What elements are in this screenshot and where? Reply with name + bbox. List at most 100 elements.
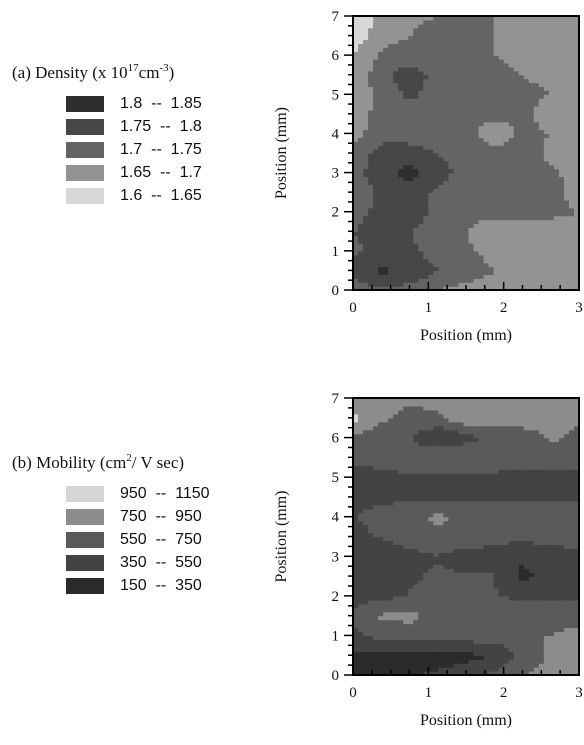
contour-cell bbox=[378, 223, 384, 228]
contour-cell bbox=[388, 568, 394, 573]
contour-cell bbox=[508, 544, 515, 549]
contour-cell bbox=[558, 203, 565, 209]
contour-cell bbox=[398, 587, 404, 593]
contour-cell bbox=[548, 536, 555, 542]
contour-cell bbox=[558, 47, 565, 52]
contour-cell bbox=[388, 611, 394, 617]
contour-cell bbox=[508, 113, 515, 119]
contour-cell bbox=[408, 591, 414, 597]
contour-cell bbox=[523, 520, 530, 526]
contour-cell bbox=[488, 595, 495, 601]
contour-cell bbox=[433, 176, 439, 181]
contour-cell bbox=[523, 603, 530, 609]
contour-cell bbox=[553, 258, 560, 264]
contour-cell bbox=[428, 207, 434, 213]
contour-cell bbox=[413, 168, 419, 174]
contour-cell bbox=[358, 667, 364, 672]
contour-cell bbox=[503, 129, 510, 135]
contour-cell bbox=[538, 239, 545, 244]
contour-cell bbox=[453, 655, 460, 660]
contour-cell bbox=[573, 583, 580, 589]
contour-cell bbox=[358, 536, 364, 542]
contour-cell bbox=[513, 552, 520, 557]
contour-cell bbox=[498, 74, 505, 80]
contour-cell bbox=[398, 536, 404, 542]
contour-cell bbox=[538, 536, 545, 542]
contour-cell bbox=[388, 59, 394, 64]
contour-cell bbox=[483, 16, 490, 21]
contour-cell bbox=[508, 27, 515, 33]
contour-cell bbox=[433, 180, 439, 185]
contour-cell bbox=[498, 635, 505, 640]
contour-cell bbox=[498, 250, 505, 256]
contour-cell bbox=[403, 246, 409, 252]
contour-cell bbox=[533, 141, 540, 146]
contour-cell bbox=[408, 270, 414, 275]
contour-cell bbox=[403, 27, 409, 33]
contour-cell bbox=[443, 266, 450, 272]
contour-cell bbox=[433, 35, 439, 41]
contour-cell bbox=[498, 556, 505, 561]
contour-cell bbox=[408, 172, 414, 178]
contour-cell bbox=[393, 133, 399, 138]
contour-cell bbox=[353, 43, 359, 48]
contour-cell bbox=[473, 262, 480, 268]
contour-cell bbox=[443, 129, 450, 135]
contour-cell bbox=[403, 282, 409, 287]
contour-cell bbox=[368, 639, 374, 644]
contour-cell bbox=[478, 31, 485, 37]
contour-cell bbox=[543, 125, 550, 131]
contour-cell bbox=[533, 274, 540, 279]
contour-cell bbox=[548, 145, 555, 150]
contour-cell bbox=[448, 556, 455, 561]
contour-cell bbox=[463, 188, 470, 193]
contour-cell bbox=[563, 599, 570, 605]
contour-cell bbox=[408, 160, 414, 166]
contour-cell bbox=[483, 19, 490, 25]
contour-cell bbox=[453, 580, 460, 585]
contour-cell bbox=[533, 564, 540, 569]
contour-cell bbox=[488, 270, 495, 275]
contour-cell bbox=[453, 671, 460, 676]
contour-cell bbox=[403, 43, 409, 48]
contour-cell bbox=[563, 227, 570, 232]
contour-cell bbox=[383, 98, 389, 103]
contour-cell bbox=[383, 16, 389, 21]
contour-cell bbox=[563, 655, 570, 660]
contour-cell bbox=[523, 145, 530, 150]
contour-cell bbox=[468, 576, 475, 581]
contour-cell bbox=[538, 223, 545, 228]
contour-cell bbox=[428, 16, 434, 21]
contour-cell bbox=[513, 635, 520, 640]
contour-cell bbox=[443, 90, 450, 95]
contour-cell bbox=[403, 39, 409, 44]
contour-cell bbox=[483, 137, 490, 142]
contour-cell bbox=[358, 59, 364, 64]
contour-cell bbox=[498, 47, 505, 52]
contour-cell bbox=[428, 94, 434, 99]
contour-cell bbox=[533, 647, 540, 652]
contour-cell bbox=[398, 66, 404, 72]
contour-cell bbox=[493, 219, 500, 225]
contour-cell bbox=[493, 184, 500, 189]
contour-cell bbox=[548, 153, 555, 158]
contour-cell bbox=[403, 98, 409, 103]
contour-cell bbox=[383, 607, 389, 613]
contour-cell bbox=[398, 106, 404, 111]
contour-cell bbox=[468, 536, 475, 542]
contour-cell bbox=[428, 82, 434, 88]
contour-cell bbox=[448, 258, 455, 264]
contour-cell bbox=[503, 520, 510, 526]
contour-cell bbox=[568, 153, 575, 158]
contour-cell bbox=[478, 552, 485, 557]
contour-cell bbox=[503, 270, 510, 275]
contour-cell bbox=[453, 659, 460, 664]
contour-cell bbox=[383, 19, 389, 25]
contour-cell bbox=[488, 223, 495, 228]
contour-cell bbox=[458, 215, 465, 221]
contour-cell bbox=[538, 196, 545, 201]
contour-cell bbox=[413, 164, 419, 170]
contour-cell bbox=[393, 627, 399, 633]
contour-cell bbox=[498, 196, 505, 201]
contour-cell bbox=[423, 643, 429, 648]
